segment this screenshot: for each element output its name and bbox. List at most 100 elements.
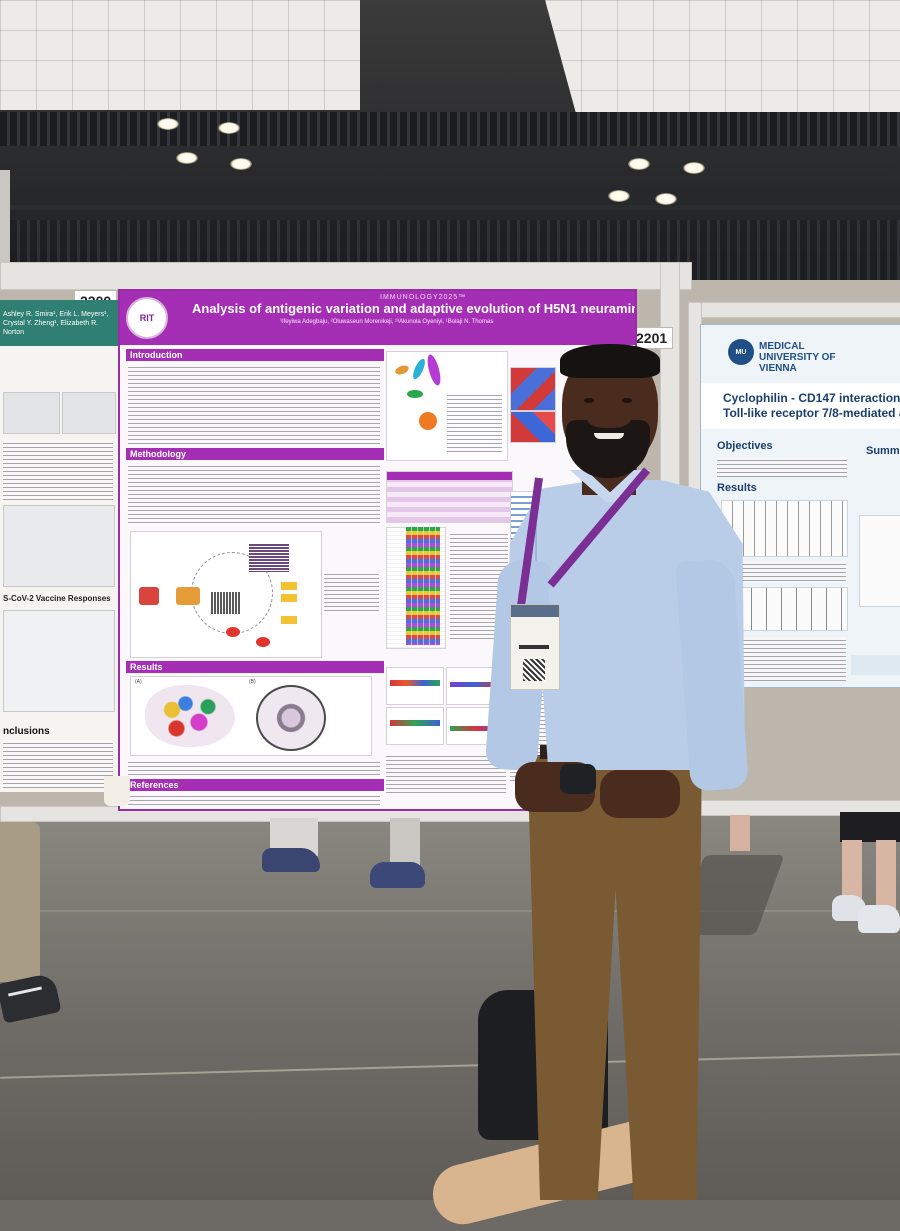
person-left-leg [0, 822, 40, 982]
ceiling-light [218, 122, 240, 134]
left-poster-figure [3, 505, 115, 587]
eye [584, 398, 594, 403]
right-poster-university: MEDICAL UNIVERSITY OF VIENNA [759, 341, 836, 374]
left-poster-header: Ashley R. Smira¹, Erik L. Meyers¹, Cryst… [0, 300, 118, 346]
md-trace [450, 726, 500, 731]
pipeline-step [281, 616, 297, 624]
board-number-center: 2201 [630, 327, 674, 349]
face-center [586, 400, 632, 428]
person-right-leg [842, 840, 862, 900]
person-center-leg [390, 818, 420, 868]
summary-figure [859, 515, 900, 607]
floor-seam [0, 1053, 900, 1079]
section-results: Results [126, 661, 384, 673]
left-poster-authors: Ashley R. Smira¹, Erik L. Meyers¹, Cryst… [3, 311, 109, 336]
figure-caption [324, 571, 379, 611]
ceiling-light [157, 118, 179, 130]
tree-branch [394, 363, 410, 377]
right-poster-section-results: Results [717, 482, 757, 494]
ceiling-light [608, 190, 630, 202]
ceiling-light [683, 162, 705, 174]
board-frame-top [0, 262, 692, 290]
right-poster-title-band [701, 383, 900, 429]
person-center-shoe [262, 848, 320, 872]
right-poster-section-summary: Summ [866, 445, 900, 457]
protein-structure-b [256, 685, 326, 751]
heatmap-small [510, 411, 556, 443]
ceiling-duct-lower [0, 205, 900, 210]
references-text [128, 793, 380, 805]
left-poster-text [3, 740, 113, 788]
pipeline-step [281, 582, 297, 590]
md-plot [386, 667, 444, 705]
md-caption [386, 753, 506, 795]
md-trace [450, 682, 500, 687]
pipeline-matrix-icon [211, 592, 241, 614]
left-poster-section-vaccine: S-CoV-2 Vaccine Responses [3, 594, 111, 603]
pipeline-step [281, 594, 297, 602]
badge-name [519, 645, 549, 649]
md-plot [386, 707, 444, 745]
pipeline-figure [130, 531, 322, 658]
left-poster-text [3, 440, 113, 500]
person-right-leg [876, 840, 896, 910]
ceiling-truss [0, 112, 900, 146]
acknowledgements-box [851, 655, 900, 675]
hair [560, 344, 660, 378]
hands [600, 770, 680, 818]
floor [0, 810, 900, 1200]
board-frame-top-right [688, 302, 900, 318]
tree-branch [407, 390, 423, 398]
smile [594, 433, 624, 439]
wristwatch [560, 764, 596, 794]
methodology-text [128, 463, 380, 525]
left-poster-section-conclusions: nclusions [3, 726, 50, 737]
poster-conference-tag: IMMUNOLOGY2025™ [380, 294, 467, 301]
right-poster-title-line1: Cyclophilin - CD147 interaction facilita [723, 391, 900, 405]
right-poster-section-objectives: Objectives [717, 440, 773, 452]
right-poster: MU MEDICAL UNIVERSITY OF VIENNA Cyclophi… [700, 324, 900, 688]
floor-seam [0, 910, 900, 912]
poster-authors: ¹Ifeyiwa Adegbaju, ²Oluwaseun Morenikeji… [280, 319, 494, 325]
person-right-shoe [858, 905, 900, 933]
pipeline-tree-icon [139, 587, 159, 605]
md-trace [390, 720, 440, 726]
paper-cup [104, 776, 130, 806]
ceiling-light [628, 158, 650, 170]
ceiling-light [655, 193, 677, 205]
alignment-heatmap [406, 527, 440, 645]
results-structure-panel: (A) (B) [130, 676, 372, 756]
person-right-shorts [840, 812, 900, 842]
introduction-text [128, 364, 380, 444]
phylogeny-figure [386, 351, 508, 461]
pipeline-step-red [226, 627, 240, 637]
results-caption [721, 561, 846, 583]
eye [622, 398, 632, 403]
objectives-text [717, 457, 847, 477]
left-poster-figure [62, 392, 116, 434]
badge-header [511, 605, 559, 617]
section-introduction: Introduction [126, 349, 384, 361]
poster-title: Analysis of antigenic variation and adap… [192, 301, 635, 316]
md-trace [390, 680, 440, 686]
pipeline-step-red [256, 637, 270, 647]
pipeline-structure-icon [176, 587, 200, 605]
poster-header: RIT IMMUNOLOGY2025™ Analysis of antigeni… [120, 291, 635, 345]
phylogeny-caption [447, 392, 502, 452]
person-center-shoe [370, 862, 425, 888]
person-right-leg [730, 815, 750, 851]
results-table-header [387, 472, 512, 480]
section-methodology: Methodology [126, 448, 384, 460]
pipeline-sequence-icon [249, 544, 289, 572]
ceiling-light [230, 158, 252, 170]
tree-node [419, 412, 437, 430]
beard [566, 420, 650, 478]
tree-branch [425, 353, 443, 387]
ceiling [0, 0, 900, 300]
ceiling-tiles-right [545, 0, 900, 130]
wall-column [0, 170, 10, 300]
left-poster-figure [3, 610, 115, 712]
section-references: References [126, 779, 384, 791]
ceiling-duct [0, 150, 900, 158]
left-poster-figure [3, 392, 60, 434]
